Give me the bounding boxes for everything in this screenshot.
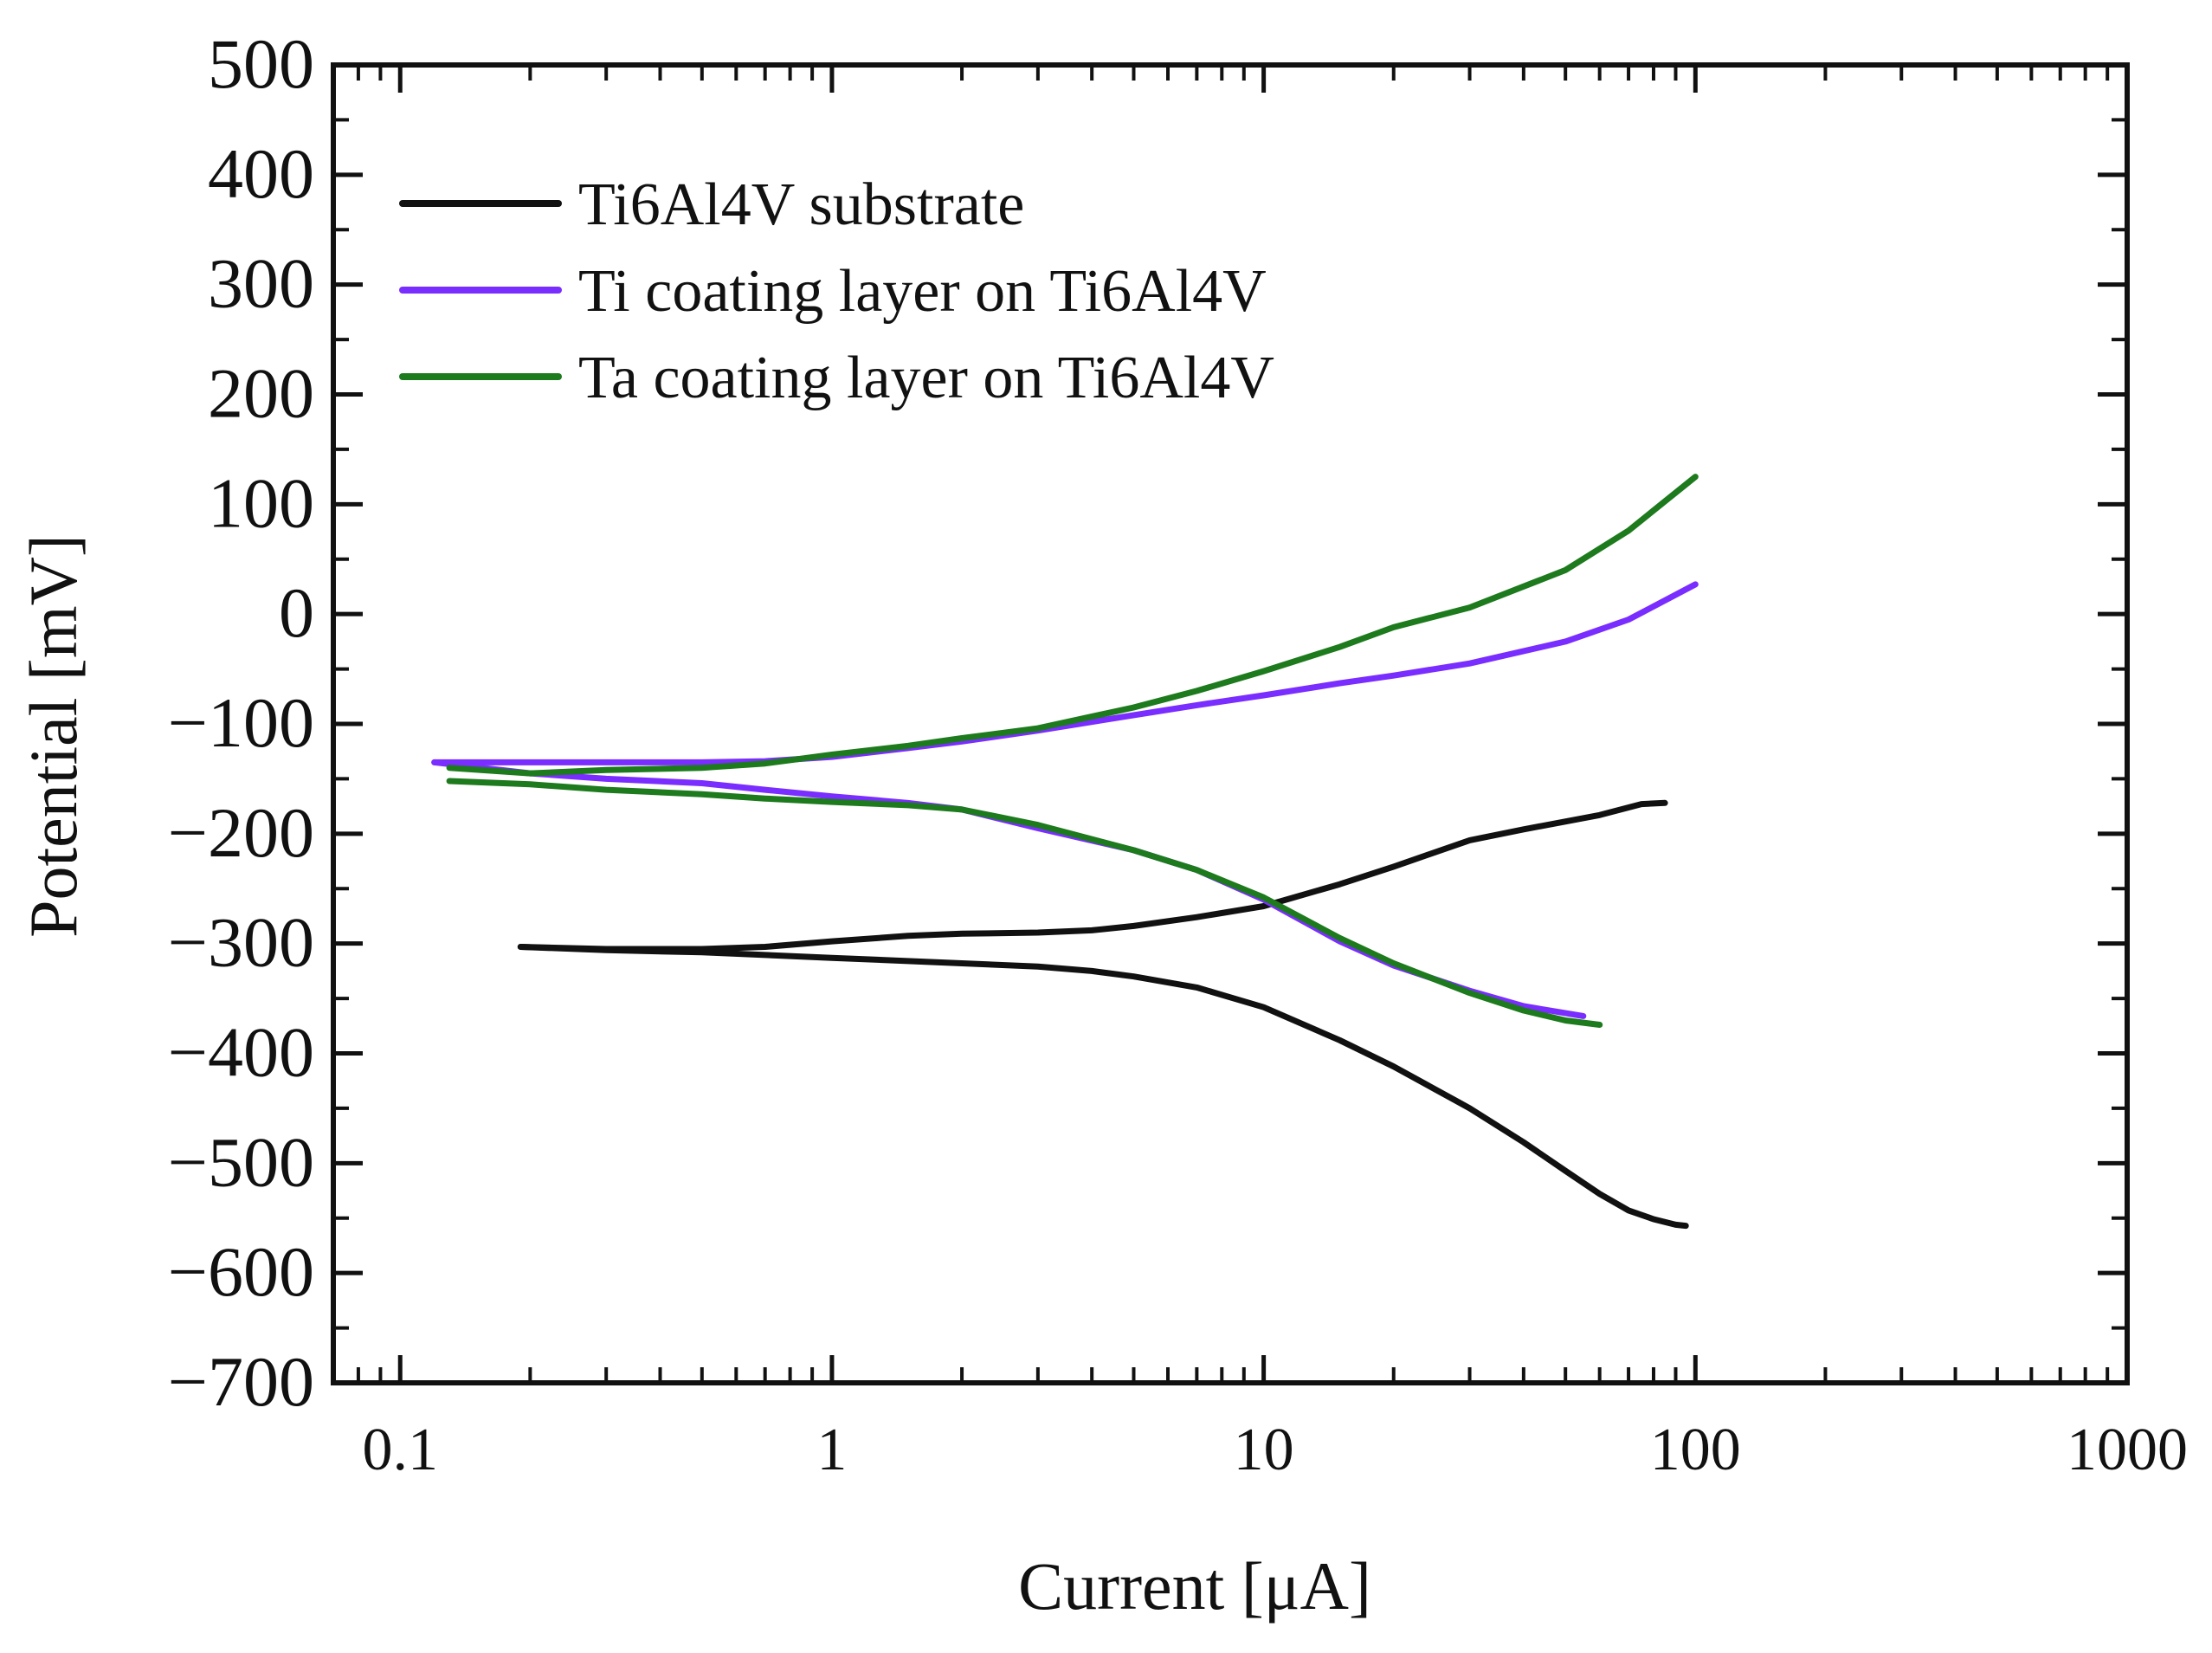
legend-item: Ta coating layer on Ti6Al4V [399,345,1274,411]
legend: Ti6Al4V substrate Ti coating layer on Ti6… [399,171,1274,411]
y-tick-label: 200 [208,354,314,433]
plot-frame [331,62,2130,1385]
series-2 [446,474,1699,1028]
legend-label: Ti coating layer on Ti6Al4V [578,258,1267,325]
x-tick-label: 1000 [2067,1417,2188,1483]
y-tick-label: −600 [168,1232,314,1311]
legend-item: Ti coating layer on Ti6Al4V [399,258,1267,325]
legend-label: Ta coating layer on Ti6Al4V [578,345,1274,411]
y-tick-label: 0 [279,573,314,652]
series-line-cathodic [517,944,1689,1230]
y-tick-label: −500 [168,1122,314,1201]
x-tick-label: 0.1 [362,1417,438,1483]
series-line-anodic [431,581,1699,765]
x-tick-label: 1 [816,1417,847,1483]
y-axis-label: Potential [mV] [16,534,91,938]
series-line-anodic [446,474,1699,777]
legend-label: Ti6Al4V substrate [578,171,1024,238]
series-line-cathodic [446,778,1603,1028]
series-0 [517,799,1689,1230]
y-tick-label: −700 [168,1342,314,1421]
legend-item: Ti6Al4V substrate [399,171,1024,238]
y-tick-label: 400 [208,134,314,213]
y-tick-label: −300 [168,903,314,982]
tick-labels: 0.1 1 10 100 10005004003002001000−100−200−30… [168,24,2188,1483]
x-tick-label: 100 [1650,1417,1741,1483]
y-tick-label: −200 [168,793,314,872]
y-tick-label: −400 [168,1013,314,1092]
y-tick-label: 500 [208,24,314,103]
series-line-cathodic [431,759,1587,1019]
y-tick-label: 100 [208,463,314,542]
x-tick-label: 10 [1234,1417,1294,1483]
series-lines [431,474,1699,1230]
x-axis-label: Current [μA] [1018,1548,1371,1624]
y-tick-label: 300 [208,244,314,323]
y-tick-label: −100 [168,683,314,762]
series-line-anodic [517,799,1668,952]
